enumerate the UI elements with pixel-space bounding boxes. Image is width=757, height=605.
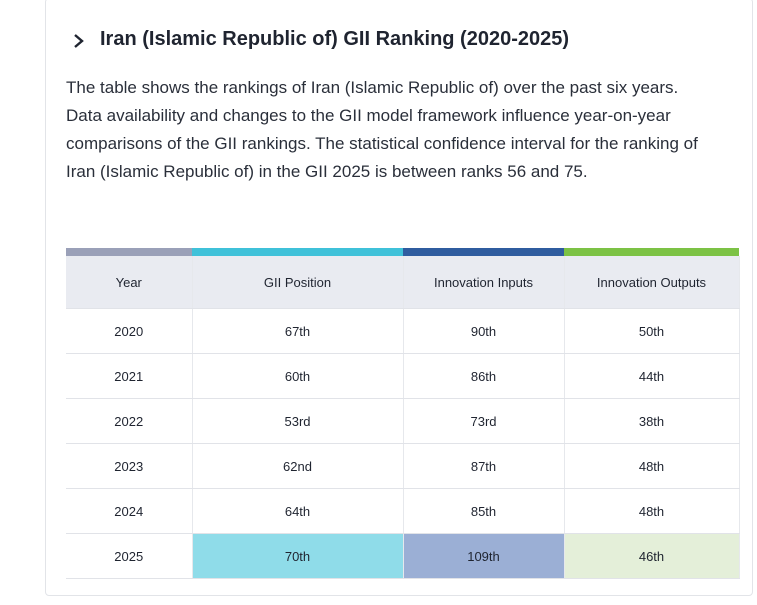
color-bar [564, 248, 739, 256]
table-cell: 62nd [192, 443, 404, 489]
table-cell: 85th [403, 488, 565, 534]
table-cell: 90th [403, 308, 565, 354]
color-bar-row [66, 248, 739, 256]
table-row: 2022 53rd 73rd 38th [66, 398, 740, 444]
column-header: Innovation Inputs [403, 256, 565, 309]
table-cell: 46th [564, 533, 740, 579]
table-cell: 38th [564, 398, 740, 444]
title-text: Iran (Islamic Republic of) GII Ranking (… [100, 28, 570, 50]
table-cell: 87th [403, 443, 565, 489]
color-bar [403, 248, 564, 256]
ranking-table: Year GII Position Innovation Inputs Innovat… [66, 248, 740, 579]
section-title[interactable]: Iran (Islamic Republic of) GII Ranking (… [72, 28, 569, 51]
table-cell: 50th [564, 308, 740, 354]
table-cell: 73rd [403, 398, 565, 444]
table-cell: 44th [564, 353, 740, 399]
table-cell: 109th [403, 533, 565, 579]
header-row: Year GII Position Innovation Inputs Innovat… [66, 256, 740, 309]
table-row: 2025 70th 109th 46th [66, 533, 740, 579]
table-cell: 2024 [66, 488, 193, 534]
color-bar [192, 248, 403, 256]
description: The table shows the rankings of Iran (Is… [66, 78, 698, 181]
table-cell: 48th [564, 488, 740, 534]
table-cell: 70th [192, 533, 404, 579]
table-cell: 67th [192, 308, 404, 354]
table-cell: 53rd [192, 398, 404, 444]
table-row: 2024 64th 85th 48th [66, 488, 740, 534]
table-row: 2021 60th 86th 44th [66, 353, 740, 399]
table-cell: 2023 [66, 443, 193, 489]
table-cell: 2021 [66, 353, 193, 399]
column-header: Innovation Outputs [564, 256, 740, 309]
table-cell: 2022 [66, 398, 193, 444]
chevron-icon[interactable] [72, 33, 86, 49]
table-cell: 86th [403, 353, 565, 399]
card [45, 0, 753, 596]
table-cell: 2020 [66, 308, 193, 354]
color-bar [66, 248, 192, 256]
table-cell: 64th [192, 488, 404, 534]
table-cell: 2025 [66, 533, 193, 579]
table-row: 2023 62nd 87th 48th [66, 443, 740, 489]
column-header: Year [66, 256, 193, 309]
table-row: 2020 67th 90th 50th [66, 308, 740, 354]
table-cell: 60th [192, 353, 404, 399]
column-header: GII Position [192, 256, 404, 309]
table-cell: 48th [564, 443, 740, 489]
